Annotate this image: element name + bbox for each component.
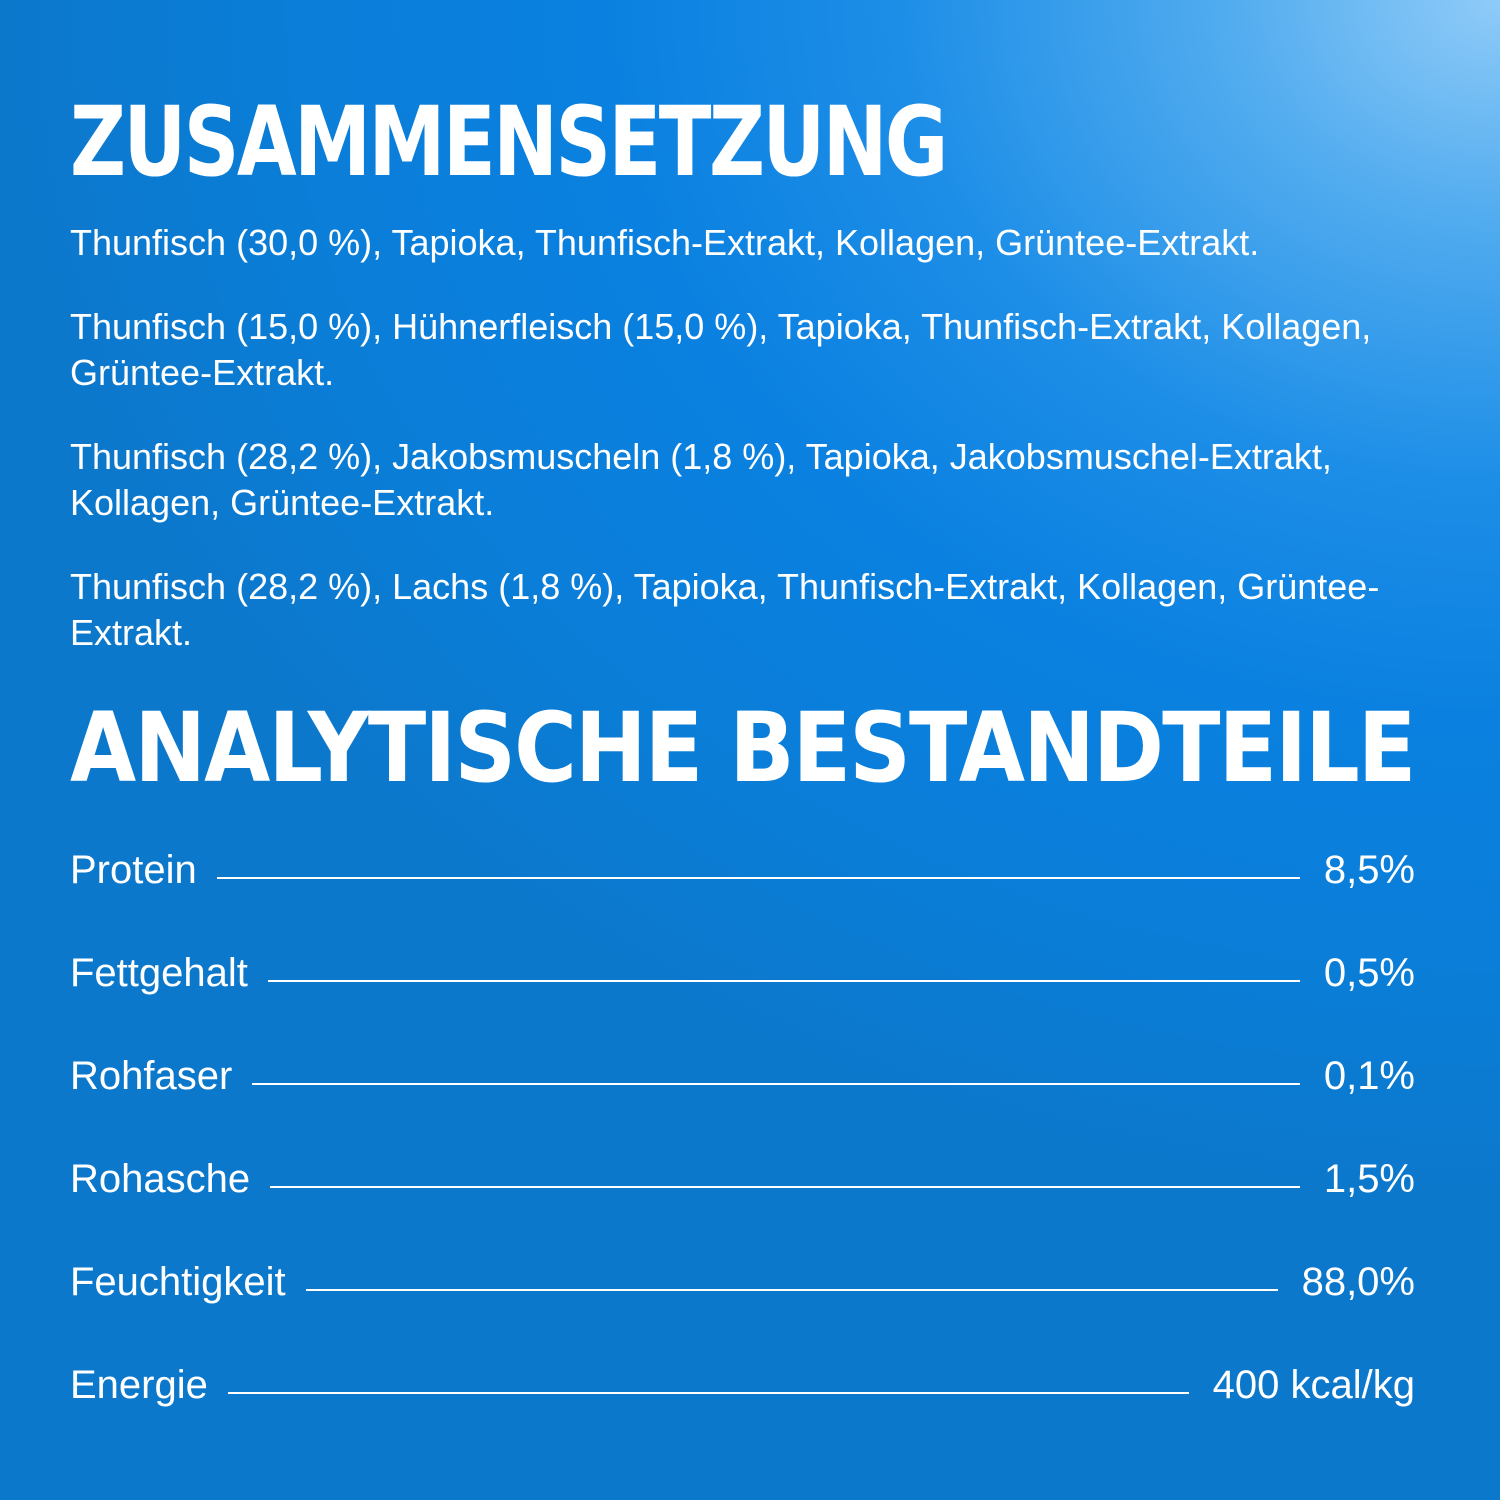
leader-line [267,980,1300,982]
leader-line [227,1392,1189,1394]
leader-line [305,1289,1278,1291]
composition-item: Thunfisch (28,2 %), Lachs (1,8 %), Tapio… [70,566,1380,653]
analysis-label: Rohasche [70,1157,251,1201]
analysis-row-feuchtigkeit: Feuchtigkeit 88,0% [70,1257,1415,1360]
analysis-value: 400 kcal/kg [1212,1363,1415,1407]
nutrition-panel: ZUSAMMENSETZUNG Thunfisch (30,0 %), Tapi… [70,0,1470,1500]
analysis-value: 88,0% [1301,1260,1415,1304]
leader-line [270,1186,1300,1188]
analysis-value: 8,5% [1323,848,1415,892]
composition-title: ZUSAMMENSETZUNG [70,86,948,199]
analysis-label: Energie [70,1363,208,1407]
analysis-value: 0,5% [1323,951,1415,995]
composition-item: Thunfisch (30,0 %), Tapioka, Thunfisch-E… [70,222,1260,263]
analysis-row-rohfaser: Rohfaser 0,1% [70,1051,1415,1154]
analysis-row-energie: Energie 400 kcal/kg [70,1360,1415,1463]
analysis-value: 1,5% [1323,1157,1415,1201]
analysis-label: Fettgehalt [70,951,248,995]
analysis-row-protein: Protein 8,5% [70,845,1415,948]
analysis-value: 0,1% [1323,1054,1415,1098]
analysis-title: ANALYTISCHE BESTANDTEILE [70,692,1416,805]
analysis-row-rohasche: Rohasche 1,5% [70,1154,1415,1257]
analysis-label: Rohfaser [70,1054,233,1098]
composition-item: Thunfisch (15,0 %), Hühnerfleisch (15,0 … [70,306,1372,393]
leader-line [216,877,1300,879]
analysis-label: Feuchtigkeit [70,1260,286,1304]
composition-list: Thunfisch (30,0 %), Tapioka, Thunfisch-E… [70,220,1465,694]
leader-line [252,1083,1300,1085]
analysis-table: Protein 8,5% Fettgehalt 0,5% Rohfaser 0,… [70,845,1415,1463]
analysis-label: Protein [70,848,197,892]
composition-item: Thunfisch (28,2 %), Jakobsmuscheln (1,8 … [70,436,1332,523]
analysis-row-fettgehalt: Fettgehalt 0,5% [70,948,1415,1051]
